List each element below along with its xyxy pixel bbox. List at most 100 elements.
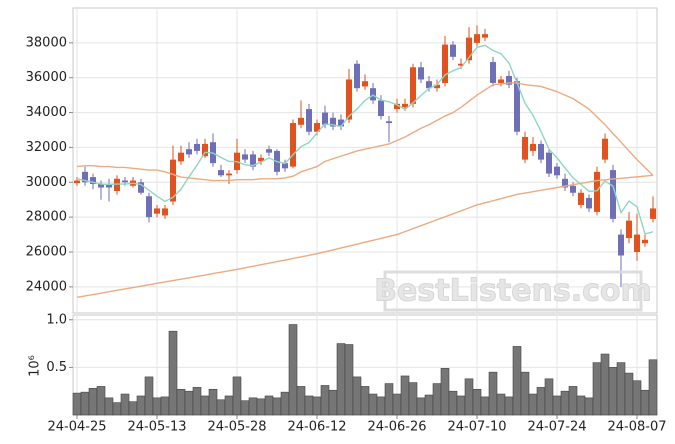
candle-body <box>434 84 440 89</box>
candle-body <box>290 123 296 167</box>
moving-average-line <box>76 174 654 299</box>
candle-body <box>426 81 432 89</box>
candle-body <box>82 171 88 183</box>
volume-bar <box>528 393 538 416</box>
volume-bar <box>432 383 442 416</box>
watermark-box <box>383 270 643 312</box>
candle-body <box>138 182 144 193</box>
volume-bar <box>280 391 290 416</box>
volume-bar <box>128 401 138 416</box>
volume-bar <box>600 353 610 416</box>
candle-body <box>74 180 80 184</box>
volume-bar <box>304 395 314 416</box>
candle-body <box>330 117 336 127</box>
volume-bar <box>208 388 218 416</box>
volume-bar <box>456 395 466 416</box>
volume-bar <box>160 396 170 416</box>
candle-body <box>394 103 400 110</box>
volume-bar <box>488 371 498 416</box>
volume-bar <box>104 397 114 416</box>
candle-body <box>546 152 552 174</box>
candle-body <box>258 157 264 162</box>
candle-body <box>562 178 568 188</box>
moving-average-line <box>76 44 654 235</box>
x-tick-label: 24-07-24 <box>527 420 586 435</box>
x-tick-label: 24-04-25 <box>47 420 106 435</box>
candle-body <box>522 136 528 160</box>
x-tick-label: 24-07-10 <box>447 420 506 435</box>
x-tick-label: 24-05-13 <box>127 420 186 435</box>
candle-body <box>530 143 536 151</box>
volume-bar <box>112 402 122 416</box>
y-tick-label: 0.5 <box>46 360 67 375</box>
candle-body <box>346 79 352 120</box>
volume-bar <box>408 382 418 416</box>
x-tick-label: 24-05-28 <box>207 420 266 435</box>
volume-bar <box>344 344 354 416</box>
volume-bar <box>504 396 514 416</box>
candle-body <box>162 208 168 216</box>
candle-body <box>650 208 656 219</box>
volume-bar <box>200 395 210 416</box>
volume-bar <box>176 388 186 416</box>
candle-body <box>594 171 600 212</box>
candle-body <box>122 180 128 183</box>
volume-bar <box>392 393 402 416</box>
volume-bar <box>248 397 258 416</box>
volume-bar <box>496 393 506 416</box>
volume-bar <box>544 378 554 416</box>
volume-bar <box>360 386 370 416</box>
y-tick-label: 34000 <box>26 105 67 120</box>
volume-bar <box>216 399 226 416</box>
candle-body <box>442 44 448 83</box>
candle-body <box>250 154 256 167</box>
candle-body <box>146 196 152 218</box>
volume-bar <box>352 376 362 416</box>
candle-body <box>474 34 480 43</box>
candle-body <box>610 170 616 219</box>
volume-bar <box>584 397 594 416</box>
candle-body <box>114 178 120 191</box>
x-tick-label: 24-06-26 <box>367 420 426 435</box>
y-tick-label: 30000 <box>26 175 67 190</box>
volume-bar <box>608 367 618 416</box>
volume-bar <box>240 400 250 416</box>
volume-bar <box>384 383 394 416</box>
candle-body <box>506 75 512 85</box>
y-tick-label: 36000 <box>26 70 67 85</box>
candle-body <box>634 234 640 252</box>
candle-body <box>586 197 592 209</box>
volume-bar <box>256 398 266 416</box>
volume-bar <box>568 386 578 416</box>
volume-bar <box>224 395 234 416</box>
x-tick-label: 24-06-12 <box>287 420 346 435</box>
candle-body <box>266 149 272 153</box>
volume-bar <box>168 330 178 416</box>
volume-bar <box>312 396 322 416</box>
candle-body <box>498 79 504 83</box>
candle-body <box>178 152 184 162</box>
candle-body <box>306 109 312 132</box>
panel-frame <box>72 7 658 314</box>
volume-bar <box>648 359 658 416</box>
candle-body <box>170 159 176 202</box>
watermark: BestListens.com <box>374 274 652 309</box>
volume-bar <box>184 390 194 416</box>
volume-bar <box>144 376 154 416</box>
candle-body <box>410 67 416 104</box>
candle-body <box>466 37 472 61</box>
candle-body <box>354 63 360 89</box>
volume-bar <box>192 387 202 416</box>
volume-bar <box>264 395 274 416</box>
y-tick-label: 38000 <box>26 35 67 50</box>
volume-bar <box>336 343 346 416</box>
y-axis-label: 10⁶ <box>28 355 43 377</box>
volume-bar <box>424 394 434 416</box>
volume-bar <box>448 390 458 416</box>
candle-body <box>602 138 608 160</box>
candle-body <box>202 143 208 157</box>
candle-body <box>570 185 576 193</box>
candle-body <box>626 220 632 239</box>
candle-body <box>186 149 192 155</box>
candle-body <box>314 123 320 132</box>
